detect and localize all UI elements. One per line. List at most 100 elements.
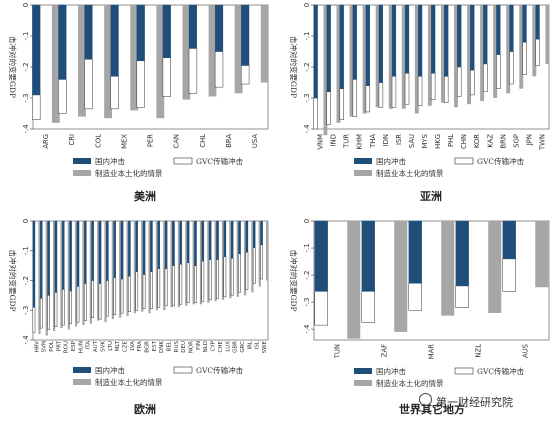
x-tick-label: JPN: [525, 134, 533, 146]
x-tick-label: DNK: [159, 341, 165, 353]
bar-gvc: [483, 63, 488, 93]
bar-localize: [38, 221, 41, 335]
bar-localize: [427, 5, 432, 106]
x-tick-label: CHN: [460, 134, 468, 149]
bar-localize: [156, 5, 165, 119]
chart-title: 世界其它地方: [399, 402, 465, 416]
bar-localize: [362, 5, 367, 114]
bar-domestic: [509, 4, 514, 52]
bar-localize: [236, 221, 239, 297]
bar-domestic: [150, 220, 153, 272]
bar-domestic: [142, 220, 146, 275]
bar-localize: [467, 5, 471, 105]
x-tick-label: FRA: [137, 341, 143, 352]
x-tick-label: AUT: [93, 340, 99, 352]
bar-domestic: [444, 4, 449, 77]
bar-domestic: [216, 220, 219, 260]
legend-swatch-localize: [354, 380, 372, 386]
bar-gvc: [430, 72, 436, 100]
bar-localize: [323, 5, 328, 136]
bar-gvc: [417, 76, 423, 107]
bar-gvc: [365, 85, 371, 113]
x-tick-label: ARG: [42, 134, 50, 149]
bar-domestic: [54, 220, 58, 293]
bar-localize: [349, 5, 354, 117]
x-tick-label: CHL: [199, 134, 207, 148]
chart-1: 0 -.1 -.2 -.3 -.4 击冲对的变要GDP VNM IND TUR KHM THA IDN…: [289, 3, 550, 203]
legend-label-localize: 制造业本土化的情景: [376, 168, 444, 178]
bar-localize: [185, 221, 188, 306]
y-tick-label: -.1: [303, 243, 311, 252]
legend-label-localize: 制造业本土化的情景: [376, 378, 444, 388]
bar-localize: [75, 221, 78, 327]
bar-domestic: [496, 4, 501, 55]
x-tick-label: FIN: [196, 341, 202, 350]
chart-0: 0 -.1 -.2 -.3 -.4 击冲对的变要GDP ARG CRI COL MEX PER CAN…: [8, 3, 269, 203]
bar-gvc: [32, 307, 36, 333]
bar-localize: [251, 221, 254, 293]
bar-localize: [265, 221, 269, 281]
bar-localize: [148, 221, 151, 314]
bar-domestic: [470, 4, 475, 71]
bar-localize: [163, 221, 166, 311]
y-tick-label: -.3: [22, 306, 30, 315]
bar-domestic: [47, 220, 50, 296]
bar-domestic: [404, 4, 410, 74]
bar-gvc: [314, 291, 328, 326]
x-tick-label: MLT: [115, 340, 121, 351]
bar-localize: [388, 5, 393, 109]
bar-gvc: [326, 91, 331, 125]
legend-swatch-domestic: [354, 158, 372, 164]
x-tick-label: TUN: [334, 344, 342, 359]
bar-domestic: [260, 220, 263, 245]
bar-domestic: [455, 220, 469, 287]
bar-gvc: [120, 278, 124, 314]
bar-gvc: [194, 265, 197, 304]
bar-localize: [111, 221, 114, 320]
x-tick-label: ESP: [71, 340, 77, 351]
bar-domestic: [98, 220, 102, 284]
bar-gvc: [408, 282, 422, 311]
y-tick-label: 0: [22, 219, 30, 223]
bar-localize: [45, 221, 48, 336]
y-tick-label: -.4: [303, 324, 311, 334]
x-tick-label: TWN: [539, 134, 547, 151]
legend-swatch-localize: [73, 170, 91, 176]
y-tick-label: -.4: [303, 124, 311, 134]
bar-localize: [208, 5, 217, 97]
legend-label-localize: 制造业本土化的情景: [95, 168, 163, 178]
bar-gvc: [186, 262, 190, 304]
bar-domestic: [502, 220, 516, 260]
bar-domestic: [313, 4, 318, 99]
bar-domestic: [223, 220, 227, 257]
bar-domestic: [128, 220, 131, 277]
bar-domestic: [535, 4, 540, 40]
legend-swatch-domestic: [73, 367, 91, 373]
y-tick-label: 0: [303, 3, 311, 7]
bar-gvc: [457, 66, 462, 97]
x-tick-label: USA: [251, 134, 259, 148]
x-tick-label: ITA: [86, 341, 92, 350]
bar-domestic: [172, 220, 175, 266]
legend-label-domestic: 国内冲击: [95, 365, 125, 375]
bar-domestic: [162, 4, 171, 58]
x-tick-label: MAR: [428, 344, 436, 360]
bar-gvc: [496, 54, 501, 89]
bar-gvc: [83, 283, 87, 321]
legend-swatch-domestic: [73, 158, 91, 164]
x-tick-label: SAU: [408, 134, 416, 148]
bar-gvc: [84, 59, 93, 110]
legend-label-gvc: GVC传输冲击: [477, 366, 525, 376]
bar-gvc: [172, 265, 175, 307]
bar-gvc: [113, 277, 117, 315]
bar-gvc: [378, 82, 384, 108]
x-tick-label: MEX: [120, 134, 128, 149]
bar-localize: [347, 221, 361, 339]
x-tick-label: SVK: [100, 341, 106, 352]
y-tick-label: -.3: [22, 93, 30, 102]
bar-domestic: [230, 220, 234, 259]
bar-domestic: [241, 4, 250, 66]
y-axis-label: 击冲对的变要GDP: [289, 249, 299, 311]
bar-gvc: [245, 251, 249, 290]
